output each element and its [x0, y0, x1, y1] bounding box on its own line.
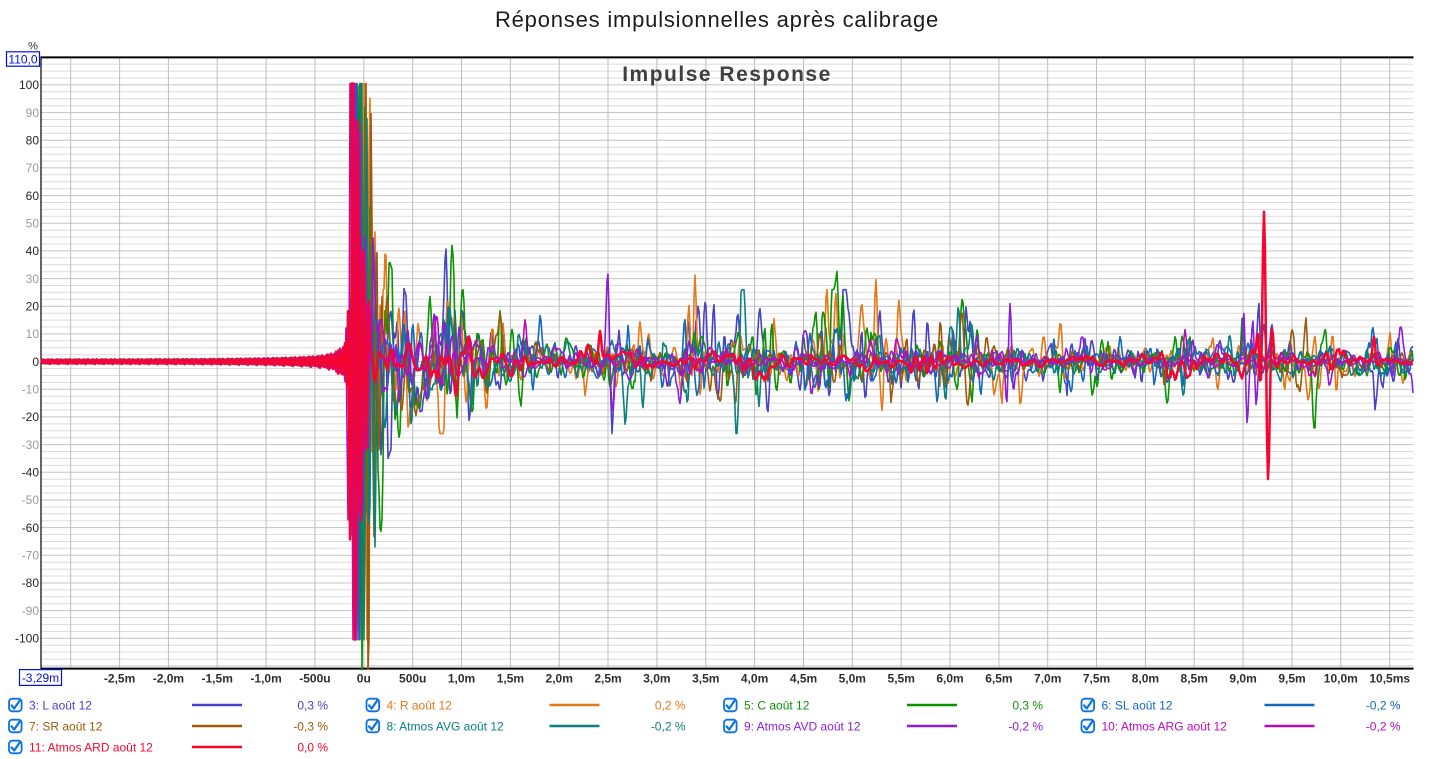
svg-text:10: 10: [26, 327, 40, 341]
svg-text:0: 0: [32, 355, 39, 369]
svg-text:1,5m: 1,5m: [497, 672, 524, 686]
svg-text:8,5m: 8,5m: [1181, 672, 1208, 686]
svg-text:-50: -50: [22, 493, 40, 507]
svg-text:-60: -60: [22, 521, 40, 535]
svg-text:2,5m: 2,5m: [594, 672, 621, 686]
svg-text:1,0m: 1,0m: [448, 672, 475, 686]
svg-text:Réponses impulsionnelles après: Réponses impulsionnelles après calibrage: [495, 7, 939, 32]
svg-text:4,0m: 4,0m: [741, 672, 768, 686]
svg-text:6,0m: 6,0m: [936, 672, 963, 686]
svg-text:-30: -30: [22, 438, 40, 452]
svg-text:-100: -100: [15, 632, 39, 646]
svg-text:0,0 %: 0,0 %: [297, 740, 328, 754]
svg-text:60: 60: [26, 189, 40, 203]
svg-text:0,3 %: 0,3 %: [297, 698, 328, 712]
svg-text:-0,3 %: -0,3 %: [293, 719, 328, 733]
svg-text:10: Atmos ARG août 12: 10: Atmos ARG août 12: [1102, 719, 1228, 733]
svg-text:9,5m: 9,5m: [1278, 672, 1305, 686]
svg-text:20: 20: [26, 300, 40, 314]
svg-text:-0,2 %: -0,2 %: [1008, 719, 1043, 733]
svg-text:8,0m: 8,0m: [1132, 672, 1159, 686]
svg-text:Impulse Response: Impulse Response: [622, 63, 832, 86]
svg-text:-2,5m: -2,5m: [104, 672, 135, 686]
svg-text:3,0m: 3,0m: [643, 672, 670, 686]
svg-text:-90: -90: [22, 604, 40, 618]
svg-text:3: L août 12: 3: L août 12: [29, 698, 92, 712]
svg-text:-3,29m: -3,29m: [22, 671, 59, 685]
svg-text:-2,0m: -2,0m: [153, 672, 184, 686]
svg-text:-500u: -500u: [299, 672, 330, 686]
svg-text:%: %: [28, 41, 38, 53]
svg-text:-0,2 %: -0,2 %: [651, 719, 686, 733]
svg-text:90: 90: [26, 106, 40, 120]
svg-text:3,5m: 3,5m: [692, 672, 719, 686]
svg-text:-1,5m: -1,5m: [202, 672, 233, 686]
svg-text:0u: 0u: [357, 672, 371, 686]
svg-text:5,0m: 5,0m: [839, 672, 866, 686]
svg-text:10,0m: 10,0m: [1324, 672, 1358, 686]
svg-text:-20: -20: [22, 410, 40, 424]
svg-text:5: C août 12: 5: C août 12: [744, 698, 810, 712]
svg-text:6,5m: 6,5m: [985, 672, 1012, 686]
svg-text:-80: -80: [22, 576, 40, 590]
svg-text:11: Atmos ARD août 12: 11: Atmos ARD août 12: [29, 740, 153, 754]
svg-text:500u: 500u: [399, 672, 426, 686]
svg-text:70: 70: [26, 161, 40, 175]
svg-text:30: 30: [26, 272, 40, 286]
svg-text:40: 40: [26, 244, 40, 258]
svg-text:-0,2 %: -0,2 %: [1366, 719, 1401, 733]
svg-text:-40: -40: [22, 466, 40, 480]
svg-text:7: SR août 12: 7: SR août 12: [29, 719, 103, 733]
svg-text:5,5m: 5,5m: [888, 672, 915, 686]
svg-text:6: SL août 12: 6: SL août 12: [1102, 698, 1173, 712]
svg-text:-10: -10: [22, 383, 40, 397]
svg-text:-1,0m: -1,0m: [250, 672, 281, 686]
svg-text:7,5m: 7,5m: [1083, 672, 1110, 686]
svg-text:0,2 %: 0,2 %: [655, 698, 686, 712]
svg-text:-0,2 %: -0,2 %: [1366, 698, 1401, 712]
svg-text:7,0m: 7,0m: [1034, 672, 1061, 686]
svg-text:2,0m: 2,0m: [546, 672, 573, 686]
svg-text:0,3 %: 0,3 %: [1012, 698, 1043, 712]
svg-text:50: 50: [26, 217, 40, 231]
svg-text:100: 100: [19, 78, 39, 92]
svg-text:-70: -70: [22, 549, 40, 563]
svg-text:4: R août 12: 4: R août 12: [387, 698, 453, 712]
svg-text:9: Atmos AVD août 12: 9: Atmos AVD août 12: [744, 719, 861, 733]
svg-text:4,5m: 4,5m: [790, 672, 817, 686]
svg-text:110,0: 110,0: [8, 52, 37, 66]
svg-text:8: Atmos AVG août 12: 8: Atmos AVG août 12: [387, 719, 505, 733]
svg-text:10,5ms: 10,5ms: [1369, 672, 1410, 686]
svg-text:80: 80: [26, 133, 40, 147]
svg-text:9,0m: 9,0m: [1229, 672, 1256, 686]
